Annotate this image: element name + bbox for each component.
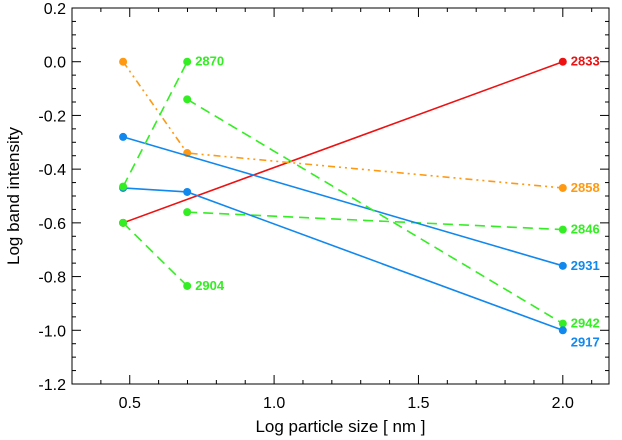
x-axis-title: Log particle size [ nm ] (255, 417, 425, 436)
series-2942: 2942 (183, 95, 600, 331)
series-line (122, 136, 564, 267)
series-line (122, 222, 188, 287)
data-point (183, 95, 192, 104)
y-tick-label: -0.2 (38, 108, 66, 125)
series-2917: 2917 (119, 183, 600, 349)
y-tick-label: -1.2 (38, 377, 66, 394)
y-tick-label: -0.8 (38, 270, 66, 287)
series-line (122, 61, 188, 187)
x-tick-label: 1.0 (263, 395, 285, 412)
data-point (183, 187, 192, 196)
series-label: 2931 (571, 258, 600, 273)
series-2858: 2858 (119, 57, 600, 195)
series-label: 2904 (195, 278, 225, 293)
series-line (122, 60, 564, 224)
series-label: 2846 (571, 222, 600, 237)
y-tick-label: 0.0 (44, 55, 66, 72)
x-tick-label: 0.5 (119, 395, 141, 412)
series-label: 2917 (571, 334, 600, 349)
series-2870: 2870 (119, 54, 224, 191)
data-point (558, 319, 567, 328)
series-line (122, 61, 563, 189)
data-point (119, 218, 128, 227)
chart-marks: 2833 2858 2846 2931 2942 2917 2870 2904 (119, 54, 600, 349)
series-line (187, 211, 563, 231)
y-axis-title: Log band intensity (4, 127, 23, 265)
data-point (558, 261, 567, 270)
data-point (558, 183, 567, 192)
data-point (119, 132, 128, 141)
plot-frame (71, 7, 610, 385)
data-point (119, 182, 128, 191)
series-line (186, 98, 564, 325)
data-point (558, 57, 567, 66)
x-tick-label: 1.5 (407, 395, 429, 412)
data-point (183, 208, 192, 217)
series-2931: 2931 (119, 132, 600, 273)
data-point (558, 326, 567, 335)
data-point (183, 281, 192, 290)
series-label: 2942 (571, 316, 600, 331)
series-label: 2833 (571, 54, 600, 69)
series-label: 2870 (195, 54, 224, 69)
y-tick-label: 0.2 (44, 1, 66, 18)
data-point (558, 225, 567, 234)
series-2846: 2846 (183, 208, 600, 237)
series-2904: 2904 (119, 218, 225, 293)
y-tick-label: -0.4 (38, 162, 66, 179)
series-label: 2858 (571, 180, 600, 195)
series-2833: 2833 (119, 54, 600, 227)
x-tick-label: 2.0 (552, 395, 574, 412)
data-point (119, 57, 128, 66)
axis-ticks: 0.5 1.0 1.5 2.0 -1.2 -1.0 -0.8 -0.6 -0.4 -0.2 0.0 0… (38, 1, 609, 412)
y-tick-label: -1.0 (38, 323, 66, 340)
y-tick-label: -0.6 (38, 216, 66, 233)
data-point (183, 57, 192, 66)
